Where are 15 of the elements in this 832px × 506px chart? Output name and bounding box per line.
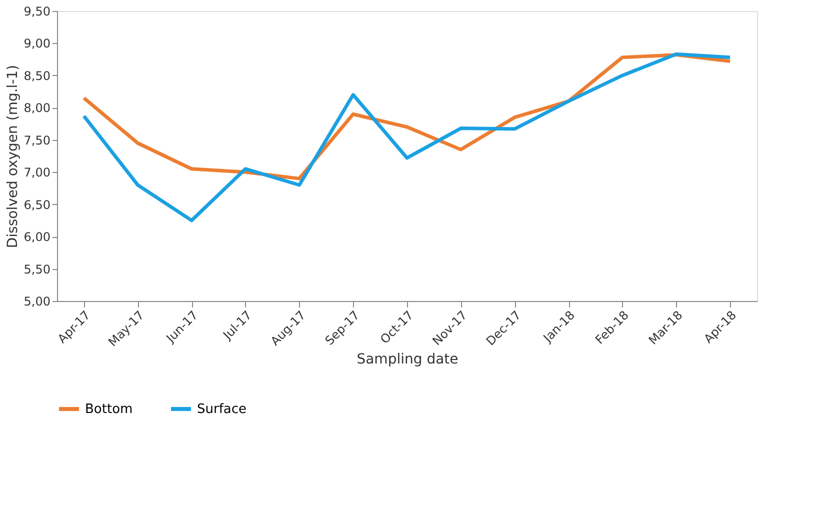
y-tick-label: 6,00 xyxy=(24,230,50,244)
y-tick-label: 9,50 xyxy=(24,4,50,18)
y-tick-label: 8,00 xyxy=(24,101,50,116)
y-tick-label: 7,50 xyxy=(24,133,50,148)
y-tick-label: 8,50 xyxy=(24,68,50,83)
y-tick-label: 7,00 xyxy=(24,166,50,180)
legend-label: Bottom xyxy=(85,402,133,417)
y-tick-label: 6,50 xyxy=(24,198,50,212)
y-tick-label: 5,50 xyxy=(24,262,50,276)
legend-label: Surface xyxy=(197,402,247,417)
x-axis-title: Sampling date xyxy=(356,352,458,368)
line-series xyxy=(82,52,732,222)
y-tick-label: 9,00 xyxy=(24,36,50,51)
y-tick-label: 5,00 xyxy=(24,294,50,308)
y-axis-title: Dissolved oxygen (mg.l-1) xyxy=(4,64,21,248)
